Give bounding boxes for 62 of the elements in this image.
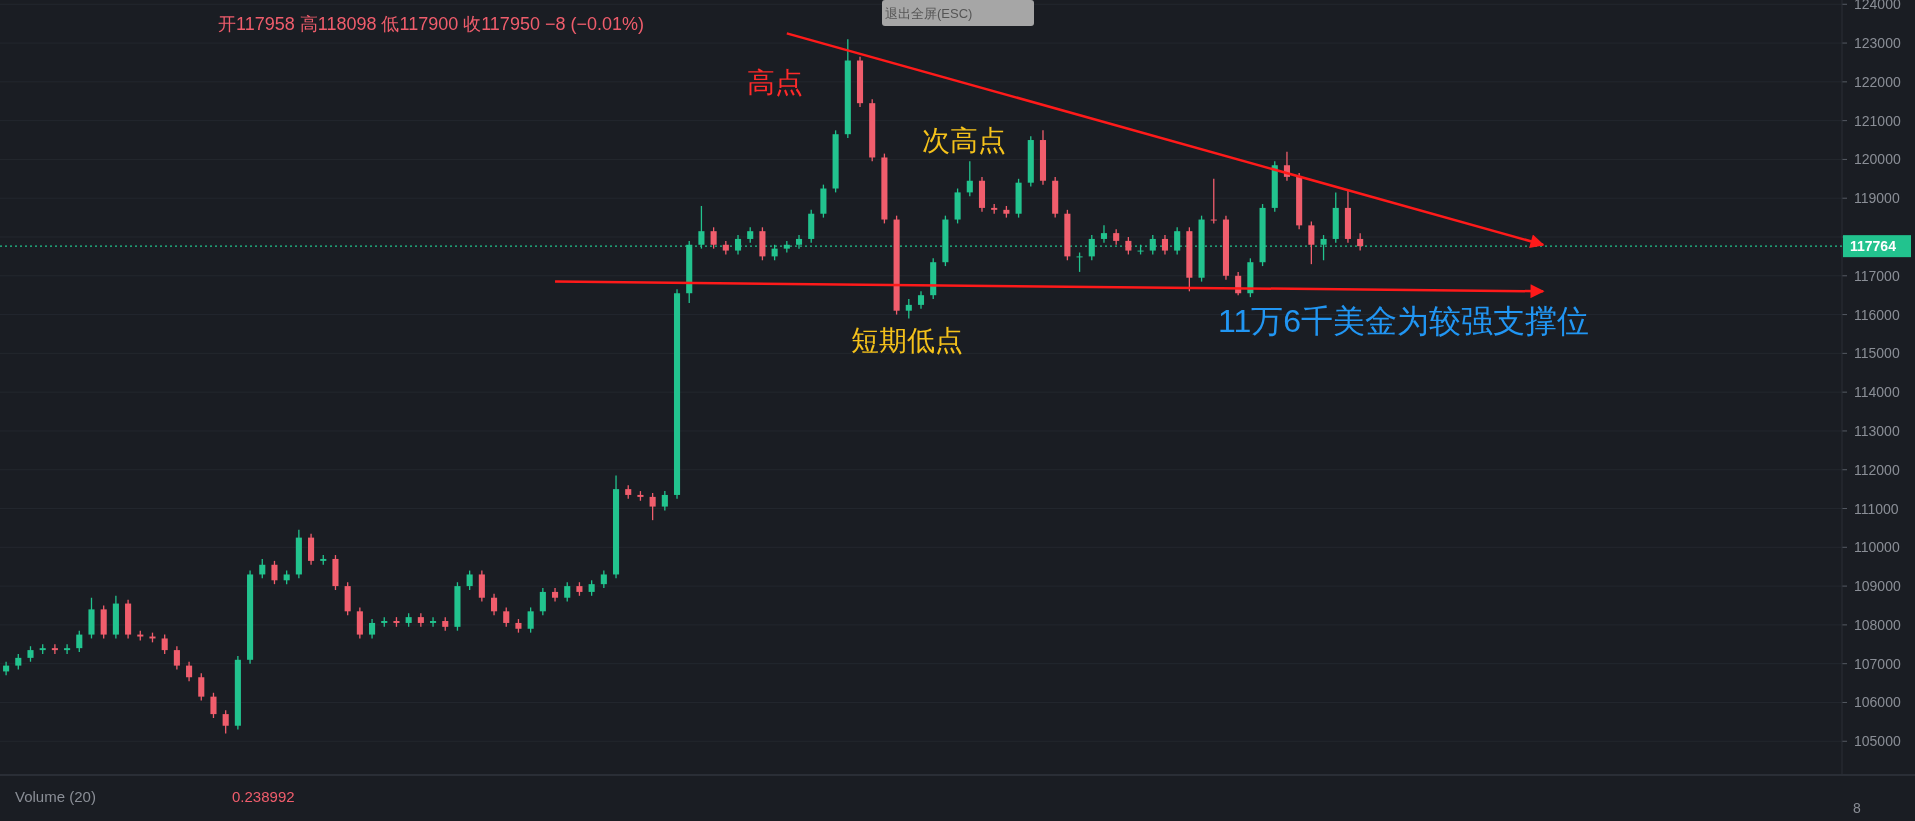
candlestick — [539, 587, 546, 616]
annotation: 次高点 — [922, 125, 1006, 156]
candlestick — [161, 633, 168, 655]
y-tick-label: 113000 — [1854, 422, 1900, 439]
candlestick — [1161, 234, 1169, 256]
candlestick — [198, 672, 205, 702]
text: Volume (20) — [15, 788, 96, 805]
y-tick-label: 108000 — [1854, 616, 1901, 633]
candlestick — [1308, 220, 1315, 265]
y-tick-label: 107000 — [1854, 655, 1901, 672]
candlestick — [186, 661, 193, 682]
text: 开117958 高118098 低117900 收117950 −8 (−0.01%) — [218, 14, 644, 34]
annotation: 高点 — [747, 67, 803, 98]
candlestick — [369, 618, 376, 640]
candlestick — [64, 643, 71, 655]
picture-exit-fullscreen-button: 退出全屏(ESC) — [882, 0, 1034, 26]
candlestick — [527, 606, 534, 634]
candlestick — [905, 298, 912, 320]
y-tick-label: 109000 — [1854, 578, 1901, 595]
candlestick — [966, 160, 973, 197]
candlestick — [271, 560, 278, 585]
annotation: 退出全屏(ESC) — [885, 6, 973, 21]
candlestick — [491, 593, 498, 616]
candlestick — [649, 492, 656, 521]
y-tick-label: 124000 — [1854, 0, 1901, 13]
y-tick-label: 111000 — [1854, 500, 1899, 517]
y-tick-label: 110000 — [1854, 539, 1900, 556]
candlestick — [76, 630, 83, 653]
candlestick — [478, 569, 485, 603]
y-tick-label: 106000 — [1854, 694, 1901, 711]
annotation: 短期低点 — [851, 325, 963, 356]
y-tick-label: 117000 — [1854, 267, 1900, 284]
candlestick — [259, 558, 266, 579]
y-tick-label: 119000 — [1854, 190, 1900, 207]
y-tick-label: 122000 — [1854, 73, 1901, 90]
candlestick — [466, 569, 473, 591]
y-tick-label: 120000 — [1854, 151, 1901, 168]
candlestick — [51, 643, 58, 655]
candlestick — [1100, 224, 1108, 244]
candlestick — [173, 645, 180, 671]
y-tick-label: 114000 — [1854, 384, 1900, 401]
ref-line-label: 117764 — [1850, 238, 1897, 255]
candlestick — [1210, 178, 1217, 225]
annotation: 11万6千美金为较强支撑位 — [1218, 303, 1590, 339]
y-tick-label: 112000 — [1854, 461, 1900, 478]
text: 8 — [1853, 800, 1861, 816]
candlestick — [430, 616, 437, 628]
text: 0.238992 — [232, 788, 295, 805]
candlestick — [356, 606, 363, 640]
candlestick — [661, 490, 668, 512]
candlestick — [308, 533, 315, 566]
candlestick — [222, 709, 229, 735]
y-tick-label: 123000 — [1854, 35, 1901, 52]
y-tick-label: 105000 — [1854, 733, 1901, 750]
y-tick-label: 116000 — [1854, 306, 1900, 323]
candlestick — [1076, 251, 1083, 273]
candlestick — [710, 226, 717, 250]
y-tick-label: 121000 — [1854, 112, 1901, 129]
y-tick-label: 115000 — [1854, 345, 1900, 362]
candlestick — [210, 692, 217, 719]
candlestick — [503, 606, 510, 628]
candlestick — [564, 581, 571, 603]
